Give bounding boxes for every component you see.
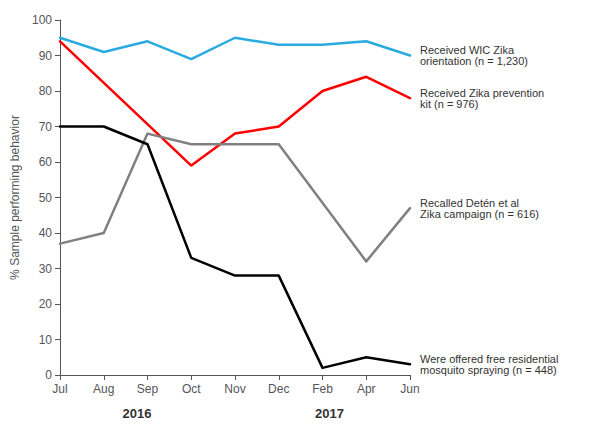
svg-text:mosquito spraying (n = 448): mosquito spraying (n = 448) xyxy=(420,364,557,376)
svg-text:40: 40 xyxy=(39,226,53,240)
svg-text:90: 90 xyxy=(39,49,53,63)
svg-text:20: 20 xyxy=(39,297,53,311)
svg-text:% Sample performing behavior: % Sample performing behavior xyxy=(8,115,22,280)
svg-text:Apr: Apr xyxy=(357,382,376,396)
svg-text:orientation (n = 1,230): orientation (n = 1,230) xyxy=(420,55,528,67)
svg-text:100: 100 xyxy=(32,13,52,27)
svg-text:0: 0 xyxy=(45,368,52,382)
svg-text:Nov: Nov xyxy=(224,382,245,396)
svg-text:Received Zika prevention: Received Zika prevention xyxy=(420,86,545,99)
svg-text:60: 60 xyxy=(39,155,53,169)
svg-text:kit (n = 976): kit (n = 976) xyxy=(420,98,478,110)
svg-text:Oct: Oct xyxy=(182,382,201,396)
svg-text:2016: 2016 xyxy=(123,406,152,421)
svg-text:Received WIC Zika: Received WIC Zika xyxy=(420,44,515,56)
svg-text:50: 50 xyxy=(39,191,53,205)
svg-text:80: 80 xyxy=(39,84,53,98)
svg-text:Dec: Dec xyxy=(268,382,289,396)
svg-text:Jul: Jul xyxy=(52,382,67,396)
svg-text:Sep: Sep xyxy=(137,382,159,396)
svg-text:Feb: Feb xyxy=(312,382,333,396)
svg-text:70: 70 xyxy=(39,120,53,134)
svg-text:Zika campaign (n = 616): Zika campaign (n = 616) xyxy=(420,208,539,220)
svg-text:10: 10 xyxy=(39,333,53,347)
svg-text:2017: 2017 xyxy=(315,406,344,421)
svg-text:Aug: Aug xyxy=(93,382,114,396)
svg-text:Were offered free residential: Were offered free residential xyxy=(420,352,559,365)
svg-text:30: 30 xyxy=(39,262,53,276)
svg-text:Jun: Jun xyxy=(400,382,419,396)
svg-text:Recalled Detén et al: Recalled Detén et al xyxy=(420,196,520,209)
